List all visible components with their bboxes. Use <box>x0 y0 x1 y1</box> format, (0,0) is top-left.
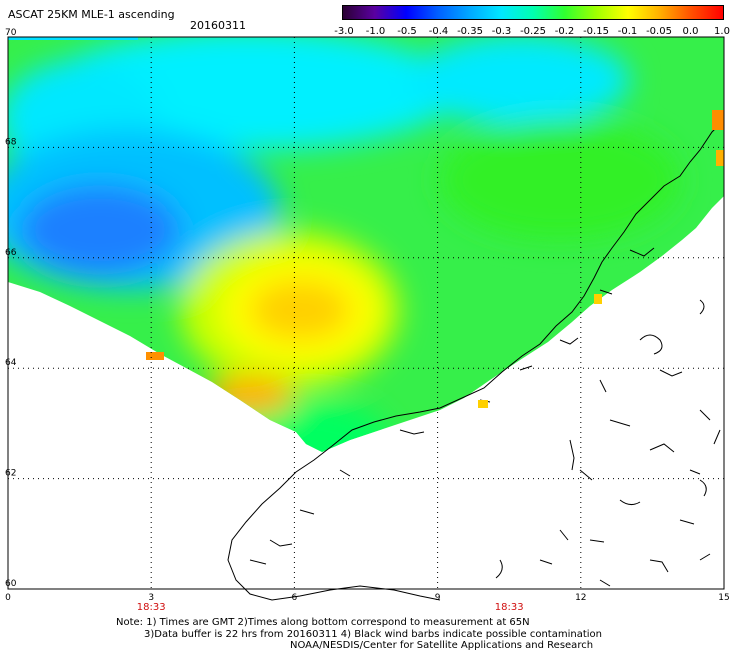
axis-labels: 70 68 66 64 62 60 0 3 6 9 12 15 18:33 18:33 <box>5 28 730 613</box>
lat-label: 60 <box>5 579 17 589</box>
lat-label: 62 <box>5 469 16 479</box>
lat-label: 66 <box>5 248 17 258</box>
map-frame <box>7 36 725 590</box>
lon-label: 15 <box>718 593 729 603</box>
colorbar-label: -0.4 <box>428 26 449 37</box>
colorbar-label: -0.05 <box>646 26 672 37</box>
product-date: 20160311 <box>190 19 246 32</box>
lat-label: 70 <box>5 28 17 38</box>
colorbar-label: -1.0 <box>365 26 386 37</box>
note-line-1: Note: 1) Times are GMT 2)Times along bot… <box>116 617 530 628</box>
colorbar-label: -0.25 <box>520 26 546 37</box>
colorbar-label: 0.0 <box>682 26 699 37</box>
lat-label: 64 <box>5 358 17 368</box>
note-line-3: NOAA/NESDIS/Center for Satellite Applica… <box>290 640 594 651</box>
lon-label: 12 <box>575 593 586 603</box>
pass-time-label: 18:33 <box>495 602 524 613</box>
colorbar-label: -0.2 <box>554 26 575 37</box>
lon-label: 0 <box>5 593 11 603</box>
colorbar-label: -0.1 <box>617 26 638 37</box>
note-line-2: 3)Data buffer is 22 hrs from 20160311 4)… <box>144 629 602 640</box>
lat-label: 68 <box>5 137 17 147</box>
colorbar-label: -3.0 <box>334 26 354 37</box>
colorbar-label: -0.15 <box>583 26 609 37</box>
lon-label: 6 <box>292 593 298 603</box>
colorbar-label: 1.0 <box>714 26 730 37</box>
colorbar-label: -0.3 <box>491 26 512 37</box>
lon-label: 9 <box>435 593 441 603</box>
lat-lon-grid <box>8 37 724 589</box>
colorbar-label: -0.35 <box>457 26 483 37</box>
pass-time-label: 18:33 <box>137 602 166 613</box>
coastal-highlights <box>146 110 724 408</box>
lon-label: 3 <box>148 593 154 603</box>
product-title: ASCAT 25KM MLE-1 ascending <box>8 8 175 21</box>
mle-field <box>8 37 724 452</box>
colorbar-label: -0.5 <box>397 26 417 37</box>
colorbar <box>342 5 724 20</box>
